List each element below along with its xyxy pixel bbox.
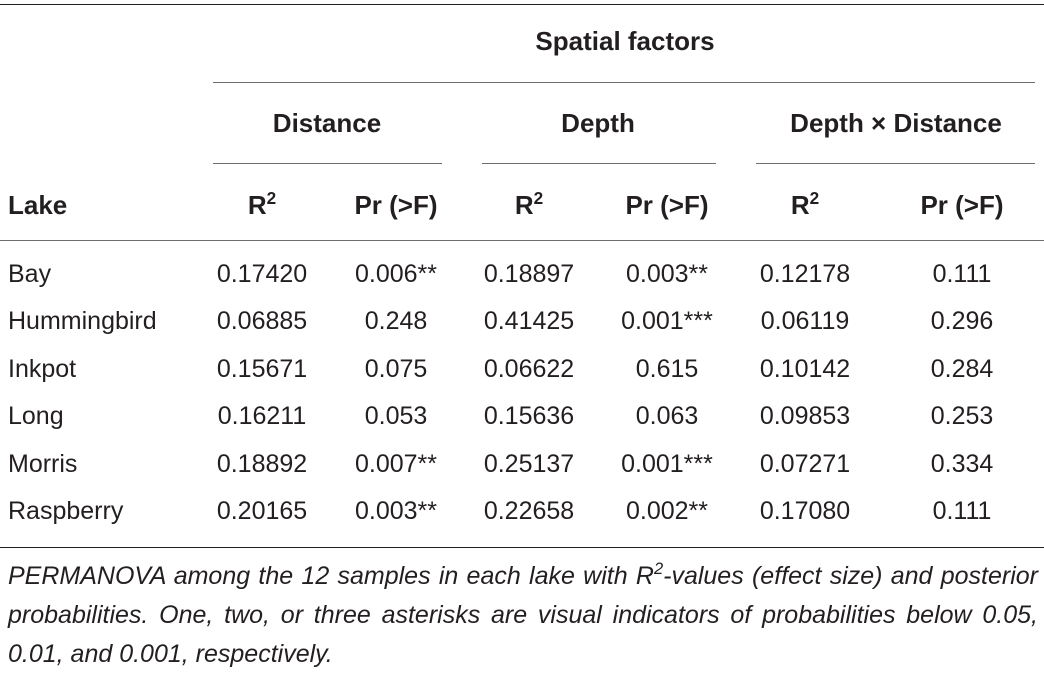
column-header-distance-r2: R2 bbox=[247, 187, 277, 220]
table-cell-dd-r2: 0.09853 bbox=[759, 402, 851, 431]
group-underline-distance bbox=[213, 163, 442, 164]
table-cell-depth-pr: 0.003** bbox=[625, 260, 709, 288]
table-cell-dd-r2: 0.17080 bbox=[759, 497, 851, 525]
spanner-header: Spatial factors bbox=[535, 26, 715, 56]
group-header-depth: Depth bbox=[561, 108, 635, 138]
table-cell-depth-pr: 0.001*** bbox=[621, 449, 713, 478]
table-cell-dist-pr: 0.053 bbox=[364, 402, 428, 431]
table-cell-depth-pr: 0.615 bbox=[635, 354, 699, 383]
table-cell-dist-r2: 0.20165 bbox=[216, 497, 308, 525]
table-top-rule bbox=[0, 4, 1044, 5]
table-cell-dd-pr: 0.334 bbox=[930, 449, 994, 478]
row-label-lake: Bay bbox=[8, 260, 52, 288]
table-cell-dd-r2: 0.06119 bbox=[760, 307, 850, 336]
row-label-lake: Morris bbox=[8, 449, 78, 478]
table-bottom-rule bbox=[0, 547, 1044, 548]
row-label-lake: Inkpot bbox=[8, 354, 77, 383]
column-header-dd-pr: Pr (>F) bbox=[920, 190, 1004, 220]
table-cell-depth-pr: 0.001*** bbox=[621, 307, 713, 336]
group-header-depth-distance: Depth × Distance bbox=[790, 108, 1002, 138]
table-cell-depth-pr: 0.063 bbox=[635, 402, 699, 431]
header-bottom-rule bbox=[0, 240, 1044, 241]
group-underline-depth bbox=[482, 163, 716, 164]
table-cell-dist-pr: 0.075 bbox=[364, 354, 428, 383]
table-cell-dist-r2: 0.06885 bbox=[216, 307, 308, 336]
table-cell-dist-r2: 0.15671 bbox=[216, 354, 308, 383]
column-header-dd-r2: R2 bbox=[790, 187, 820, 220]
group-underline-depth-distance bbox=[756, 163, 1035, 164]
table-cell-dd-pr: 0.253 bbox=[930, 402, 994, 431]
group-header-distance: Distance bbox=[272, 108, 382, 138]
table-cell-dist-pr: 0.248 bbox=[364, 307, 428, 336]
table-cell-dist-r2: 0.17420 bbox=[216, 260, 308, 288]
column-header-depth-r2: R2 bbox=[514, 187, 544, 220]
table-cell-dist-r2: 0.16211 bbox=[217, 402, 307, 431]
table-cell-dd-pr: 0.296 bbox=[930, 307, 994, 336]
table-cell-dd-r2: 0.10142 bbox=[759, 354, 851, 383]
table-cell-depth-r2: 0.15636 bbox=[483, 402, 575, 431]
table-row: Bay 0.17420 0.006** 0.18897 0.003** 0.12178 0.… bbox=[0, 259, 1044, 306]
row-label-lake: Raspberry bbox=[8, 497, 124, 525]
table-footnote: PERMANOVA among the 12 samples in each l… bbox=[8, 559, 1038, 668]
table-cell-dist-r2: 0.18892 bbox=[216, 449, 308, 478]
column-header-lake: Lake bbox=[8, 190, 68, 220]
table-row: Morris 0.18892 0.007** 0.25137 0.001*** 0.072… bbox=[0, 449, 1044, 496]
row-label-lake: Long bbox=[8, 402, 64, 431]
table-cell-dd-r2: 0.07271 bbox=[759, 449, 851, 478]
table-row: Hummingbird 0.06885 0.248 0.41425 0.001*** 0.… bbox=[0, 306, 1044, 353]
column-header-depth-pr: Pr (>F) bbox=[625, 190, 709, 220]
table-cell-depth-r2: 0.25137 bbox=[483, 449, 575, 478]
spanner-underline bbox=[213, 82, 1035, 83]
column-header-distance-pr: Pr (>F) bbox=[354, 190, 438, 220]
table-row: Raspberry 0.20165 0.003** 0.22658 0.002** 0.1… bbox=[0, 496, 1044, 543]
table-cell-dd-pr: 0.111 bbox=[932, 497, 992, 525]
table-cell-depth-r2: 0.18897 bbox=[483, 260, 575, 288]
table-cell-dd-pr: 0.284 bbox=[930, 354, 994, 383]
table-cell-dist-pr: 0.007** bbox=[354, 449, 438, 478]
table-row: Long 0.16211 0.053 0.15636 0.063 0.09853 0.253 bbox=[0, 401, 1044, 448]
table-cell-depth-r2: 0.41425 bbox=[483, 307, 575, 336]
table-cell-dd-pr: 0.111 bbox=[932, 260, 992, 288]
table-cell-depth-pr: 0.002** bbox=[625, 497, 709, 525]
table-cell-depth-r2: 0.06622 bbox=[483, 354, 575, 383]
table-cell-dist-pr: 0.003** bbox=[354, 497, 438, 525]
table-cell-depth-r2: 0.22658 bbox=[483, 497, 575, 525]
table-cell-dd-r2: 0.12178 bbox=[759, 260, 851, 288]
row-label-lake: Hummingbird bbox=[8, 307, 157, 336]
table-row: Inkpot 0.15671 0.075 0.06622 0.615 0.10142 0.2… bbox=[0, 354, 1044, 401]
table-cell-dist-pr: 0.006** bbox=[354, 260, 438, 288]
